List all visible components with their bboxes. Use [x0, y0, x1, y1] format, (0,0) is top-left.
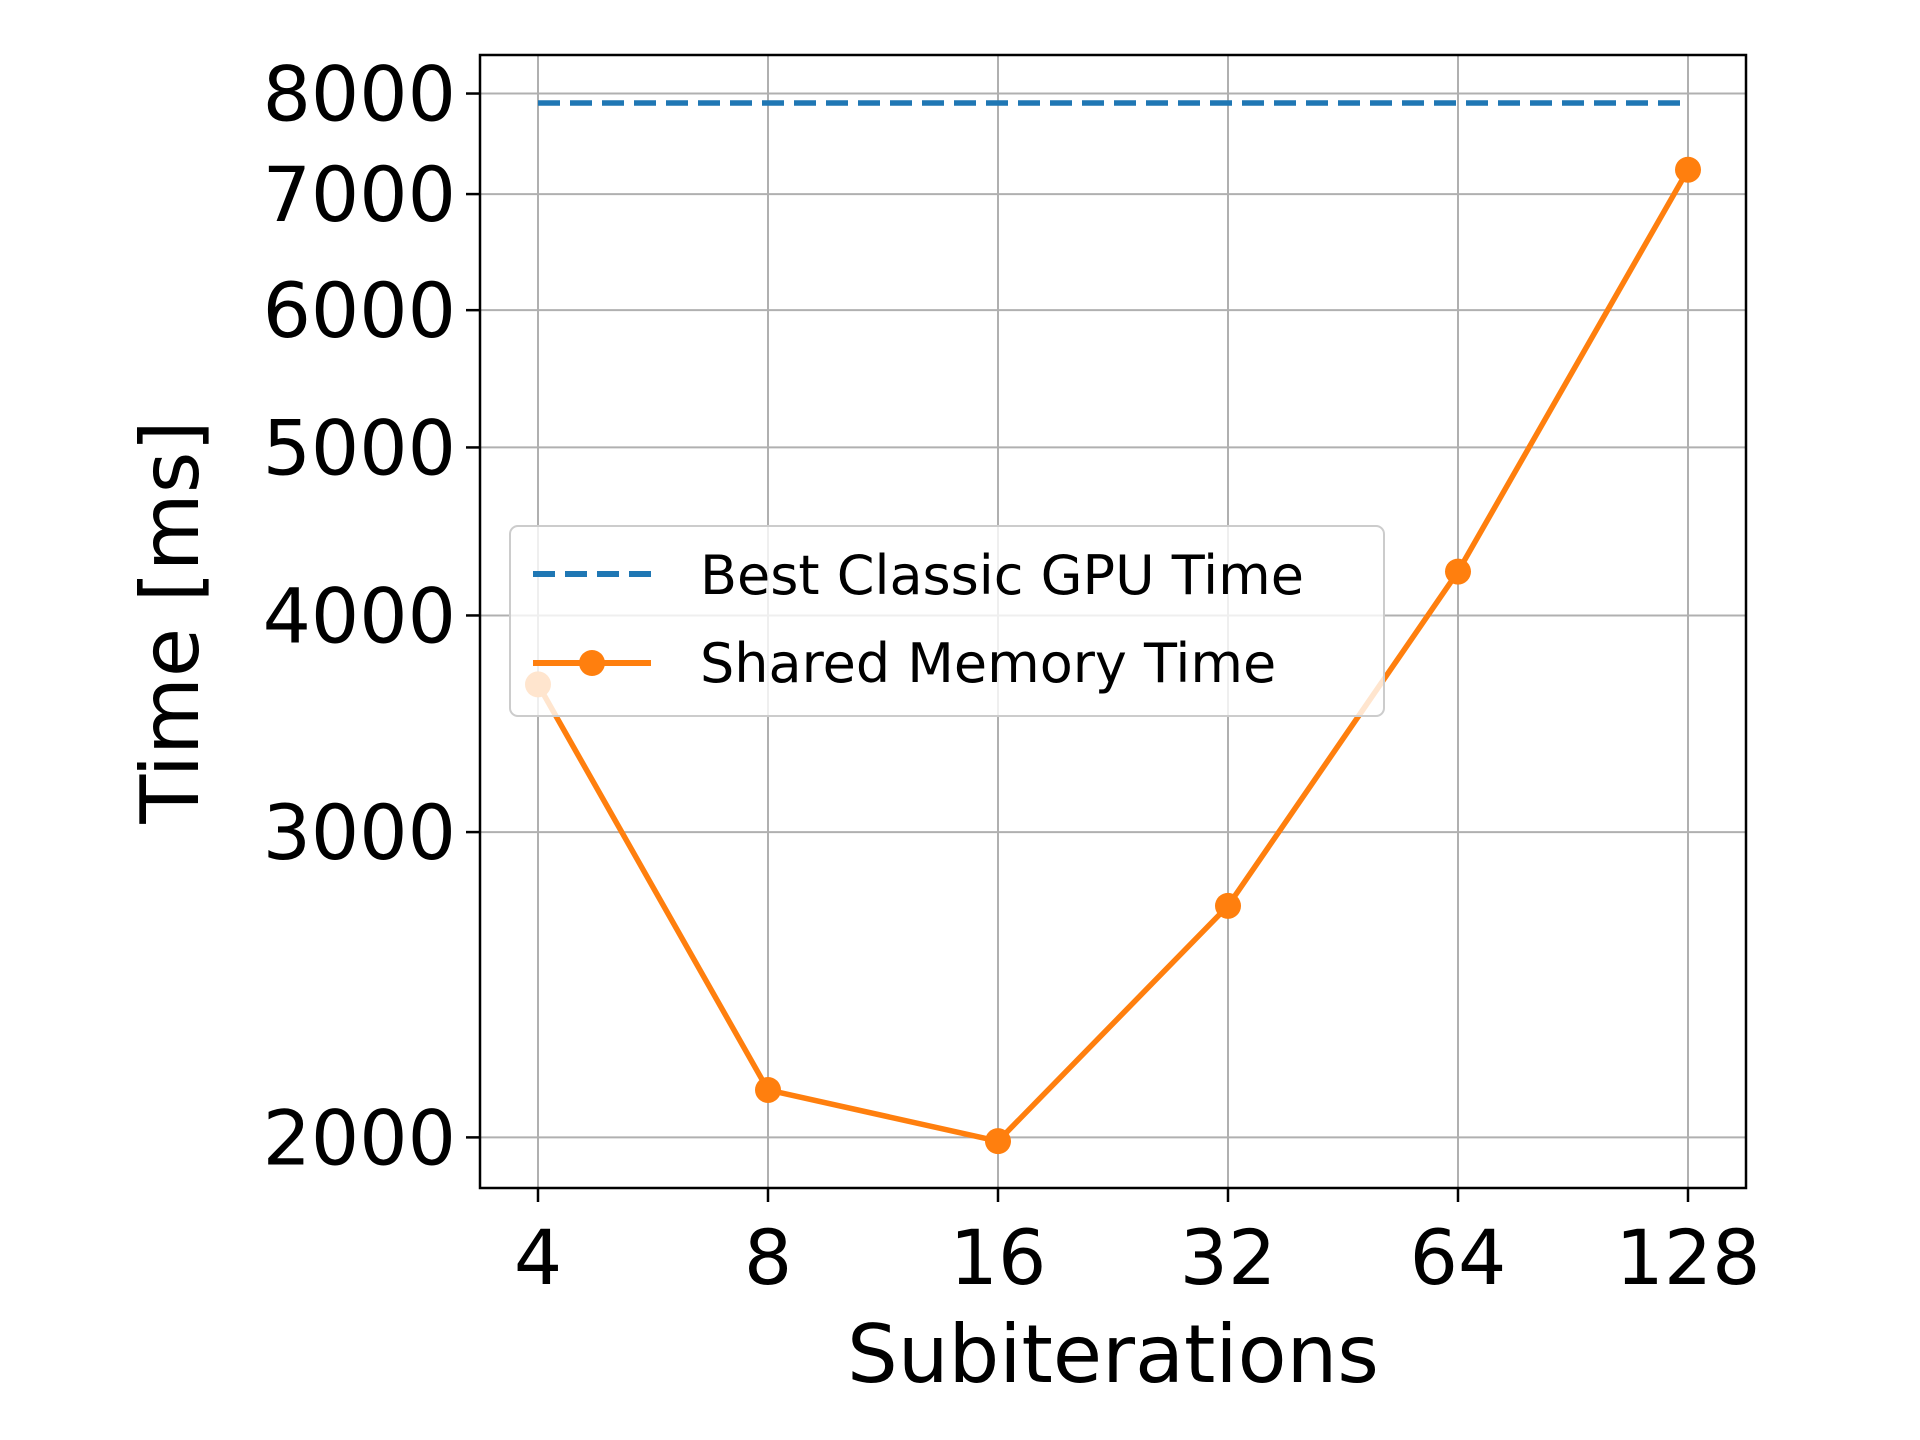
- legend-label-best-classic-gpu-time: Best Classic GPU Time: [700, 544, 1304, 607]
- data-point-shared-memory-time: [985, 1128, 1011, 1155]
- x-tick-label: 64: [1410, 1213, 1507, 1302]
- series-layer: [525, 100, 1701, 1155]
- data-point-shared-memory-time: [1445, 558, 1471, 585]
- data-point-shared-memory-time: [755, 1076, 781, 1103]
- y-tick-label: 6000: [263, 266, 456, 355]
- grid: [480, 55, 1746, 1188]
- y-tick-label: 5000: [263, 403, 456, 492]
- y-tick-label: 4000: [263, 571, 456, 660]
- plot-frame: [478, 53, 1748, 1190]
- y-tick-label: 3000: [263, 788, 456, 877]
- y-axis-label: Time [ms]: [124, 420, 217, 824]
- axis-ticks: 4 8 16 32 64 128 2000 3000 4000 5000 6000 7000 8000: [263, 50, 1761, 1302]
- data-point-shared-memory-time: [1675, 156, 1701, 183]
- y-tick-label: 8000: [263, 50, 456, 139]
- x-tick-label: 8: [744, 1213, 792, 1302]
- legend-label-shared-memory-time: Shared Memory Time: [700, 632, 1276, 695]
- x-tick-label: 32: [1180, 1213, 1277, 1302]
- legend: Best Classic GPU Time Shared Memory Time: [509, 525, 1385, 717]
- y-tick-label: 7000: [263, 150, 456, 239]
- legend-marker-shared-memory-time: [579, 650, 605, 676]
- y-tick-label: 2000: [263, 1093, 456, 1182]
- x-tick-label: 16: [950, 1213, 1047, 1302]
- data-point-shared-memory-time: [1215, 892, 1241, 919]
- series-line-shared-memory-time: [535, 168, 1691, 1144]
- legend-box: [509, 525, 1385, 717]
- x-tick-label: 128: [1615, 1213, 1760, 1302]
- x-axis-label: Subiterations: [847, 1308, 1379, 1401]
- x-tick-label: 4: [514, 1213, 562, 1302]
